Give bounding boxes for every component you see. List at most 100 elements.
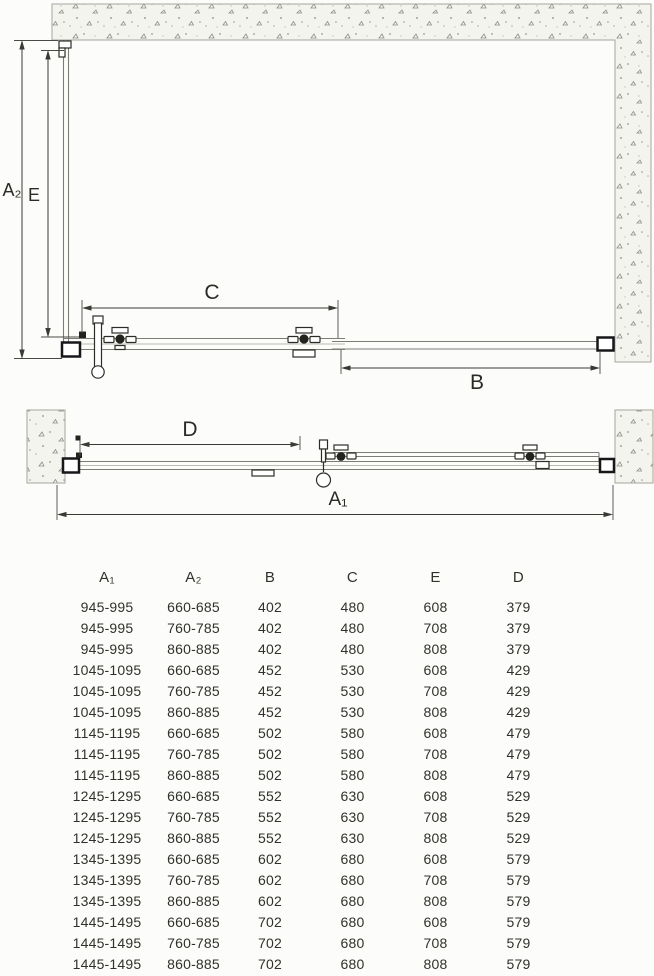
- table-cell-a1: 1145-1195: [73, 724, 141, 741]
- table-cell-c: 580: [340, 766, 365, 783]
- table-cell-c: 480: [340, 598, 365, 615]
- table-cell-c: 680: [340, 934, 365, 951]
- guide-tray: [251, 469, 275, 477]
- table-cell-a1: 945-995: [80, 598, 134, 615]
- table-cell-d: 579: [506, 913, 531, 930]
- table-cell-c: 530: [340, 682, 365, 699]
- column-header-c: C: [346, 568, 359, 586]
- table-cell-e: 708: [423, 619, 448, 636]
- table-row: 1045-1095 860-885 452 530 808 429: [57, 701, 561, 722]
- table-cell-d: 429: [506, 682, 531, 699]
- table-cell-b: 552: [258, 808, 282, 825]
- table-cell-a1: 1445-1495: [72, 913, 142, 930]
- table-cell-e: 808: [423, 955, 448, 972]
- left-corner-bracket: [60, 331, 86, 358]
- table-cell-a2: 760-785: [167, 682, 220, 699]
- table-cell-a2: 660-685: [167, 850, 220, 867]
- table-row: 1345-1395 760-785 602 680 708 579: [57, 869, 561, 890]
- table-cell-c: 580: [340, 745, 365, 762]
- side-glass-panel: [62, 40, 70, 346]
- table-cell-c: 630: [340, 829, 365, 846]
- table-cell-b: 602: [258, 850, 282, 867]
- table-cell-e: 608: [423, 724, 448, 741]
- table-cell-a2: 660-685: [167, 598, 220, 615]
- table-cell-c: 530: [340, 661, 365, 678]
- front-elevation-diagram: A₂ E C B: [3, 3, 652, 394]
- table-row: 1445-1495 760-785 702 680 708 579: [57, 932, 561, 953]
- table-cell-c: 630: [340, 787, 365, 804]
- header-row: A₁ A₂ B C E D: [57, 558, 561, 596]
- table-row: 1145-1195 860-885 502 580 808 479: [57, 764, 561, 785]
- table-cell-d: 579: [506, 934, 531, 951]
- table-row: 1345-1395 660-685 602 680 608 579: [57, 848, 561, 869]
- dimension-d: D: [75, 418, 301, 456]
- table-cell-a1: 945-995: [80, 619, 134, 636]
- table-cell-a2: 860-885: [167, 703, 220, 720]
- table-cell-b: 702: [258, 913, 282, 930]
- dimension-a1: A₁: [56, 485, 614, 520]
- table-row: 1245-1295 860-885 552 630 808 529: [57, 827, 561, 848]
- table-cell-e: 708: [423, 682, 448, 699]
- roller-assembly: [325, 444, 357, 461]
- table-row: 1145-1195 660-685 502 580 608 479: [57, 722, 561, 743]
- table-cell-b: 552: [258, 829, 282, 846]
- table-cell-a2: 760-785: [167, 871, 220, 888]
- column-header-d: D: [512, 568, 525, 586]
- table-cell-b: 452: [258, 661, 282, 678]
- table-cell-e: 708: [423, 934, 448, 951]
- table-cell-a1: 1245-1295: [72, 808, 142, 825]
- table-cell-a2: 760-785: [167, 745, 220, 762]
- right-wall-bracket: [596, 336, 615, 352]
- dimension-a2: A₂: [3, 40, 62, 359]
- table-row: 945-995 760-785 402 480 708 379: [57, 617, 561, 638]
- dim-label-a1: A₁: [328, 489, 347, 510]
- door-handle: [315, 439, 332, 488]
- table-cell-d: 529: [506, 829, 531, 846]
- table-cell-b: 502: [258, 724, 282, 741]
- table-cell-a1: 1045-1095: [72, 682, 142, 699]
- column-header-e: E: [430, 568, 441, 586]
- table-cell-a1: 1045-1095: [72, 661, 142, 678]
- dimension-e: E: [28, 50, 79, 338]
- table-cell-a2: 660-685: [167, 661, 220, 678]
- table-cell-e: 708: [423, 871, 448, 888]
- table-cell-d: 479: [506, 745, 531, 762]
- table-cell-e: 608: [423, 787, 448, 804]
- table-cell-c: 480: [340, 640, 365, 657]
- table-cell-c: 680: [340, 871, 365, 888]
- table-cell-a1: 1345-1395: [72, 892, 142, 909]
- table-cell-b: 602: [258, 892, 282, 909]
- dim-label-c: C: [204, 281, 219, 304]
- table-row: 1045-1095 660-685 452 530 608 429: [57, 659, 561, 680]
- table-cell-a2: 660-685: [167, 787, 220, 804]
- table-cell-b: 552: [258, 787, 282, 804]
- table-cell-a1: 1445-1495: [72, 934, 142, 951]
- table-cell-a2: 860-885: [167, 766, 220, 783]
- dim-label-e: E: [28, 185, 40, 205]
- roller-assembly: [514, 444, 550, 470]
- top-wall-bracket: [58, 40, 72, 58]
- table-cell-d: 529: [506, 808, 531, 825]
- right-wall-bracket: [598, 457, 616, 474]
- table-cell-c: 680: [340, 850, 365, 867]
- dim-label-b: B: [470, 371, 484, 394]
- dimension-c: C: [81, 281, 339, 338]
- table-row: 1245-1295 760-785 552 630 708 529: [57, 806, 561, 827]
- table-cell-e: 808: [423, 892, 448, 909]
- table-row: 1345-1395 860-885 602 680 808 579: [57, 890, 561, 911]
- table-cell-d: 379: [506, 598, 531, 615]
- table-cell-e: 708: [423, 745, 448, 762]
- table-row: 1445-1495 860-885 702 680 808 579: [57, 953, 561, 974]
- roller-assembly: [103, 326, 137, 351]
- table-cell-e: 608: [423, 661, 448, 678]
- table-cell-b: 502: [258, 745, 282, 762]
- table-row: 1445-1495 660-685 702 680 608 579: [57, 911, 561, 932]
- bottom-rail: [63, 337, 599, 351]
- table-cell-a2: 860-885: [167, 829, 220, 846]
- table-row: 945-995 860-885 402 480 808 379: [57, 638, 561, 659]
- table-cell-a1: 1345-1395: [72, 871, 142, 888]
- table-row: 945-995 660-685 402 480 608 379: [57, 596, 561, 617]
- table-cell-b: 502: [258, 766, 282, 783]
- table-cell-c: 530: [340, 703, 365, 720]
- wall-section: [51, 3, 652, 363]
